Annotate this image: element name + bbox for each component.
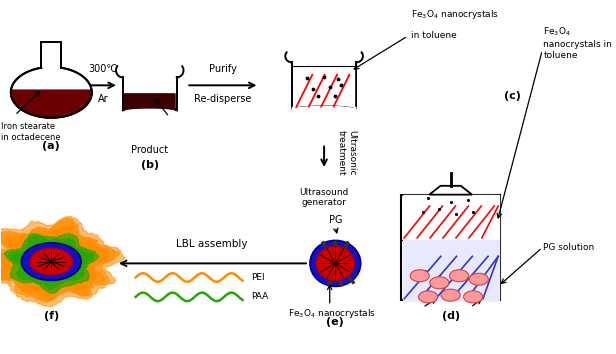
Polygon shape xyxy=(9,236,94,290)
Polygon shape xyxy=(123,94,177,110)
Text: in toluene: in toluene xyxy=(411,32,457,40)
Circle shape xyxy=(464,291,483,303)
Polygon shape xyxy=(292,66,356,108)
Text: Purify: Purify xyxy=(209,64,237,74)
Text: Iron stearate
in octadecene: Iron stearate in octadecene xyxy=(1,122,60,142)
Text: Re-disperse: Re-disperse xyxy=(194,95,251,104)
Text: PAA: PAA xyxy=(251,292,268,301)
Text: PEI: PEI xyxy=(251,273,265,282)
Polygon shape xyxy=(12,239,92,286)
Polygon shape xyxy=(429,186,472,195)
Text: (a): (a) xyxy=(43,141,60,151)
Circle shape xyxy=(419,291,438,303)
Circle shape xyxy=(441,289,460,301)
Polygon shape xyxy=(0,218,116,300)
Text: PG solution: PG solution xyxy=(543,243,594,252)
Text: Fe$_3$O$_4$ nanocrystals: Fe$_3$O$_4$ nanocrystals xyxy=(411,8,500,21)
Circle shape xyxy=(450,270,469,282)
Polygon shape xyxy=(0,219,121,303)
Ellipse shape xyxy=(310,240,360,286)
Ellipse shape xyxy=(316,246,354,281)
Text: 300℃: 300℃ xyxy=(89,64,118,74)
Text: (c): (c) xyxy=(504,91,521,101)
Polygon shape xyxy=(0,225,109,301)
Polygon shape xyxy=(2,231,99,294)
Polygon shape xyxy=(11,90,92,118)
Polygon shape xyxy=(4,233,99,293)
Polygon shape xyxy=(0,216,125,307)
Text: Fe$_3$O$_4$
nanocrystals in
toluene: Fe$_3$O$_4$ nanocrystals in toluene xyxy=(543,25,612,61)
Polygon shape xyxy=(1,226,108,296)
Polygon shape xyxy=(403,240,499,300)
Text: Product: Product xyxy=(131,145,168,155)
Text: (b): (b) xyxy=(140,160,159,170)
Circle shape xyxy=(410,270,429,282)
Circle shape xyxy=(430,277,449,289)
Text: PG: PG xyxy=(328,215,342,224)
Circle shape xyxy=(22,243,81,280)
Bar xyxy=(402,195,500,301)
Text: LBL assembly: LBL assembly xyxy=(176,239,248,249)
Polygon shape xyxy=(11,90,92,118)
Text: Fe$_3$O$_4$ nanocrystals: Fe$_3$O$_4$ nanocrystals xyxy=(288,308,376,320)
Text: Ultrasonic
treatment: Ultrasonic treatment xyxy=(336,130,356,176)
Circle shape xyxy=(30,248,73,275)
Circle shape xyxy=(469,273,488,285)
Text: Ultrasound
generator: Ultrasound generator xyxy=(299,188,349,207)
Text: Ar: Ar xyxy=(98,95,108,104)
Text: (f): (f) xyxy=(44,311,59,321)
Text: (d): (d) xyxy=(442,311,460,321)
Text: (e): (e) xyxy=(326,316,344,327)
Polygon shape xyxy=(403,195,499,239)
